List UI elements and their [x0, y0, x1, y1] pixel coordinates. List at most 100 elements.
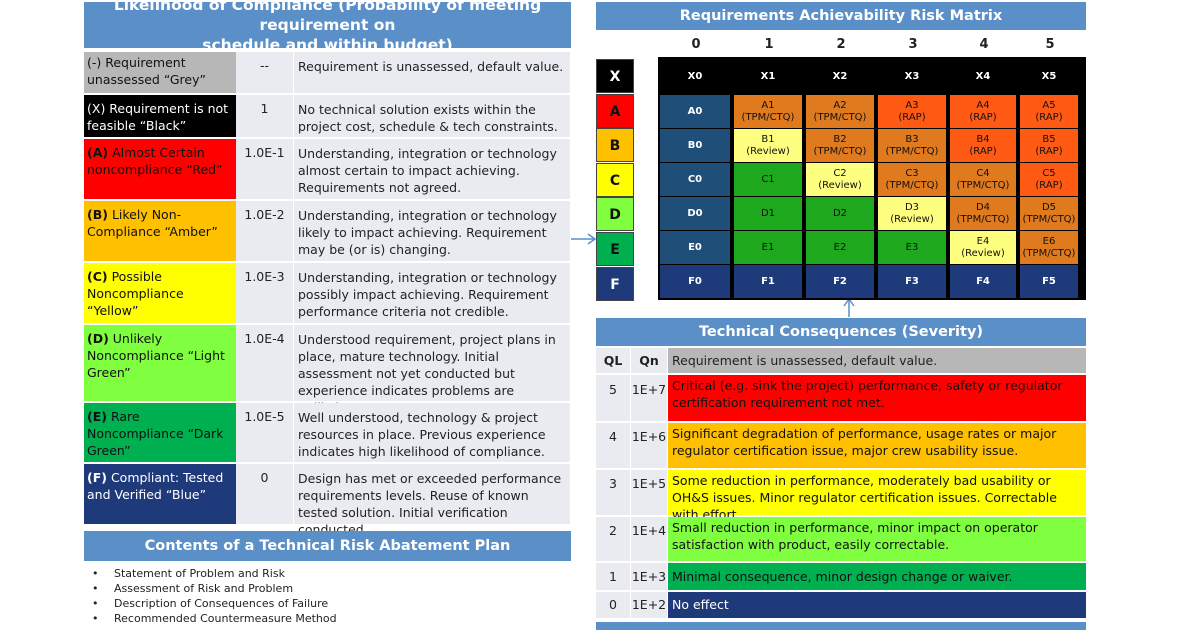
matrix-cell: B5 (RAP) [1020, 129, 1078, 162]
likelihood-label-text: Almost Certain noncompliance “Red” [87, 145, 223, 177]
matrix-cell-id: C3 [905, 167, 919, 179]
matrix-cell-id: E3 [905, 241, 919, 253]
matrix-cell: C2 (Review) [806, 163, 874, 196]
likelihood-label-yellow: (C) Possible Noncompliance “Yellow” [84, 263, 236, 323]
matrix-cell-id: D5 [1041, 201, 1057, 213]
matrix-column-header: 2 [836, 37, 846, 52]
plan-item-text: Assessment of Risk and Problem [114, 582, 294, 595]
matrix-cell: B3 (TPM/CTQ) [878, 129, 946, 162]
likelihood-value: 0 [236, 464, 293, 524]
likelihood-label-text: Compliant: Tested and Verified “Blue” [87, 470, 224, 502]
matrix-cell: B1 (Review) [734, 129, 802, 162]
matrix-cell-action: (TPM/CTQ) [885, 179, 939, 191]
likelihood-code: (D) [87, 331, 109, 346]
likelihood-desc: Requirement is unassessed, default value… [294, 52, 570, 93]
severity-qn: 1E+6 [631, 423, 667, 468]
matrix-cell-id: C1 [761, 173, 775, 185]
likelihood-title-line1: Likelihood of Compliance (Probability of… [113, 0, 542, 34]
matrix-cell-action: (RAP) [1035, 111, 1063, 123]
matrix-cell-action: (TPM/CTQ) [741, 111, 795, 123]
likelihood-label-text: (X) Requirement is not feasible “Black” [87, 101, 229, 133]
likelihood-code: (A) [87, 145, 109, 160]
matrix-cell: B0 [660, 129, 730, 162]
matrix-cell-id: E0 [688, 241, 702, 253]
matrix-cell: F3 [878, 265, 946, 298]
matrix-cell-id: X0 [687, 70, 703, 82]
matrix-cell: X0 [660, 60, 730, 93]
severity-qn: 1E+3 [631, 563, 667, 590]
severity-desc: No effect [668, 592, 1086, 618]
likelihood-desc: No technical solution exists within the … [294, 95, 570, 137]
matrix-row-letter: A [596, 93, 634, 128]
likelihood-value: 1.0E-3 [236, 263, 293, 323]
likelihood-desc: Understood requirement, project plans in… [294, 325, 570, 415]
matrix-cell-action: (Review) [746, 145, 790, 157]
matrix-cell-id: B3 [905, 133, 919, 145]
matrix-title: Requirements Achievability Risk Matrix [679, 8, 1003, 24]
likelihood-code: (F) [87, 470, 107, 485]
matrix-cell: A5 (RAP) [1020, 95, 1078, 128]
severity-qn: 1E+5 [631, 470, 667, 515]
matrix-cell-action: (TPM/CTQ) [956, 179, 1010, 191]
matrix-cell-id: D2 [832, 207, 848, 219]
matrix-cell-action: (TPM/CTQ) [885, 145, 939, 157]
matrix-cell-action: (RAP) [898, 111, 926, 123]
likelihood-desc: Understanding, integration or technology… [294, 139, 570, 199]
matrix-cell-id: X1 [760, 70, 776, 82]
severity-title: Technical Consequences (Severity) [698, 324, 984, 340]
severity-desc: Some reduction in performance, moderatel… [668, 470, 1086, 522]
severity-ql: 2 [596, 517, 630, 561]
likelihood-value: -- [236, 52, 293, 93]
matrix-cell: C0 [660, 163, 730, 196]
likelihood-label-dark-green: (E) Rare Noncompliance “Dark Green” [84, 403, 236, 462]
likelihood-code: (B) [87, 207, 108, 222]
matrix-cell-id: E6 [1042, 235, 1056, 247]
matrix-cell-id: F5 [1042, 275, 1056, 287]
matrix-cell-id: B4 [976, 133, 990, 145]
severity-ql-header: QL [596, 348, 630, 373]
matrix-cell: E2 [806, 231, 874, 264]
likelihood-label-light-green: (D) Unlikely Noncompliance “Light Green” [84, 325, 236, 401]
likelihood-code: (E) [87, 409, 107, 424]
matrix-cell-id: C4 [976, 167, 990, 179]
likelihood-desc: Understanding, integration or technology… [294, 263, 570, 323]
matrix-cell-action: (Review) [890, 213, 934, 225]
matrix-cell-id: F2 [833, 275, 847, 287]
likelihood-value: 1.0E-4 [236, 325, 293, 401]
matrix-cell-id: D0 [687, 207, 703, 219]
matrix-cell-id: A1 [761, 99, 775, 111]
matrix-cell: B2 (TPM/CTQ) [806, 129, 874, 162]
matrix-cell-action: (TPM/CTQ) [1022, 213, 1076, 225]
matrix-column-header: 0 [691, 37, 701, 52]
matrix-cell: D0 [660, 197, 730, 230]
matrix-cell: C1 [734, 163, 802, 196]
matrix-cell: D4 (TPM/CTQ) [950, 197, 1016, 230]
likelihood-desc: Well understood, technology & project re… [294, 403, 570, 462]
matrix-cell: A3 (RAP) [878, 95, 946, 128]
bullet-icon: • [92, 582, 99, 595]
likelihood-label-not-feasible: (X) Requirement is not feasible “Black” [84, 95, 236, 137]
severity-ql: 1 [596, 563, 630, 590]
matrix-cell: B4 (RAP) [950, 129, 1016, 162]
matrix-cell: A4 (RAP) [950, 95, 1016, 128]
likelihood-label-text: Unlikely Noncompliance “Light Green” [87, 331, 225, 380]
matrix-row-letter: X [596, 59, 634, 93]
matrix-cell-id: C5 [1042, 167, 1056, 179]
likelihood-label-text: Possible Noncompliance “Yellow” [87, 269, 184, 318]
matrix-cell: D1 [734, 197, 802, 230]
matrix-cell: F4 [950, 265, 1016, 298]
matrix-cell-id: D4 [975, 201, 991, 213]
matrix-cell: X1 [734, 60, 802, 93]
matrix-cell-id: A0 [687, 105, 703, 117]
matrix-cell-id: A3 [905, 99, 919, 111]
matrix-cell: F0 [660, 265, 730, 298]
plan-item-text: Recommended Countermeasure Method [114, 612, 337, 625]
matrix-cell: D2 [806, 197, 874, 230]
matrix-cell-action: (TPM/CTQ) [813, 145, 867, 157]
matrix-cell-id: D1 [760, 207, 776, 219]
likelihood-desc: Understanding, integration or technology… [294, 201, 570, 261]
matrix-cell: E4 (Review) [950, 231, 1016, 264]
severity-ql: 0 [596, 592, 630, 618]
likelihood-label-red: (A) Almost Certain noncompliance “Red” [84, 139, 236, 199]
matrix-cell-id: D3 [904, 201, 920, 213]
